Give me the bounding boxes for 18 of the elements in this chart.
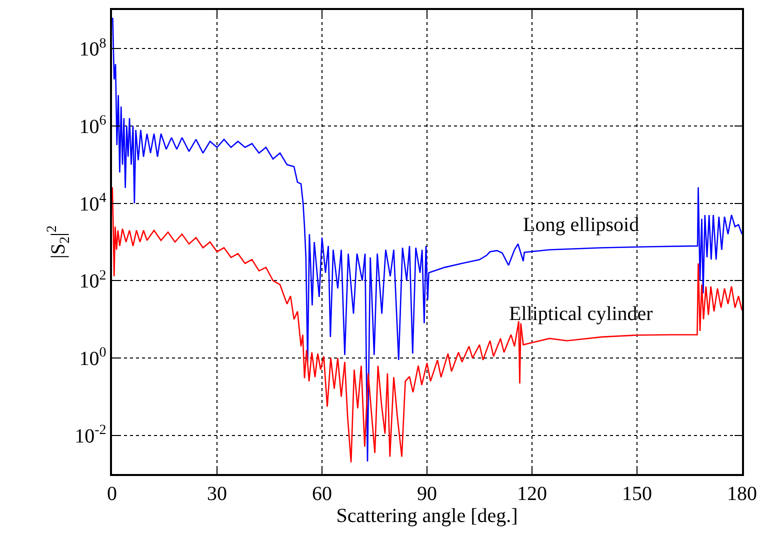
y-tick-label: 10$^{6}$ bbox=[79, 114, 106, 138]
y-tick-label: 10$^{-2}$ bbox=[74, 422, 106, 448]
x-tick-label: 120 bbox=[517, 482, 547, 505]
x-axis-title: Scattering angle [deg.] bbox=[336, 504, 518, 527]
x-tick-label: 0 bbox=[107, 482, 117, 505]
line-series bbox=[112, 17, 742, 462]
line-series bbox=[112, 186, 742, 464]
x-tick-label: 60 bbox=[312, 482, 332, 505]
x-tick-label: 150 bbox=[622, 482, 652, 505]
series-label: Long ellipsoid bbox=[523, 214, 640, 236]
y-tick-label: 10$^{4}$ bbox=[79, 190, 106, 216]
y-tick-label: 10$^{8}$ bbox=[79, 36, 106, 61]
y-tick-label: 10$^{0}$ bbox=[79, 346, 106, 370]
y-tick-label: 10$^{2}$ bbox=[79, 268, 106, 293]
x-tick-label: 90 bbox=[417, 482, 437, 505]
x-tick-label: 30 bbox=[207, 482, 227, 505]
series-label: Elliptical cylinder bbox=[509, 303, 654, 325]
x-tick-label: 180 bbox=[727, 482, 757, 505]
